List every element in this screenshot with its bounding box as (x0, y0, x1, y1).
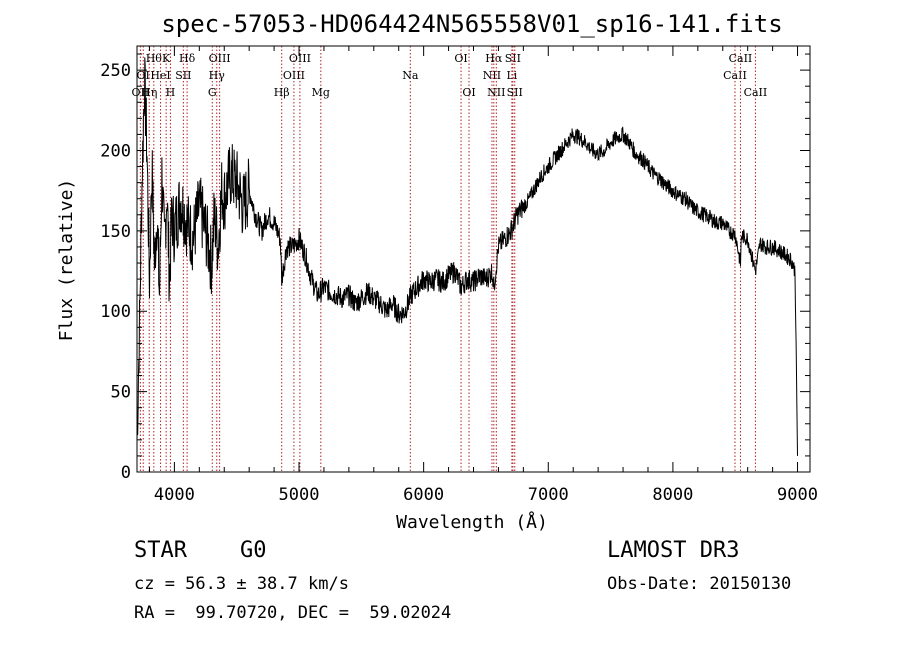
line-label: Hα (485, 52, 503, 65)
x-tick-label: 9000 (777, 485, 818, 505)
line-label: NII (487, 86, 505, 99)
y-tick-label: 0 (121, 463, 131, 483)
line-label: Li (506, 69, 517, 82)
survey-name: LAMOST DR3 (607, 538, 740, 563)
line-label: Hη (141, 86, 157, 99)
observation-date: Obs-Date: 20150130 (607, 574, 792, 594)
line-label: SII (505, 52, 521, 65)
coordinates: RA = 99.70720, DEC = 59.02024 (134, 603, 452, 623)
plot-frame (136, 45, 811, 473)
line-label: Mg (312, 86, 330, 99)
redshift-velocity: cz = 56.3 ± 38.7 km/s (134, 574, 349, 594)
x-axis-label: Wavelength (Å) (396, 511, 548, 533)
chart-title: spec-57053-HD064424N565558V01_sp16-141.f… (161, 10, 782, 38)
y-tick-label: 50 (111, 383, 131, 403)
line-label: OIII (289, 52, 311, 65)
y-tick-label: 250 (100, 61, 131, 81)
line-label: K (162, 52, 171, 65)
line-label: OI (137, 69, 150, 82)
x-tick-label: 4000 (154, 485, 195, 505)
x-tick-label: 6000 (403, 485, 444, 505)
line-label: SII (507, 86, 523, 99)
line-label: Hδ (179, 52, 196, 65)
line-label: SII (175, 69, 191, 82)
line-label: OI (454, 52, 467, 65)
line-label: Hβ (274, 86, 290, 99)
line-label: OIII (283, 69, 305, 82)
x-tick-label: 7000 (528, 485, 569, 505)
line-label: OIII (209, 52, 231, 65)
spectral-class: STAR G0 (134, 538, 267, 563)
line-label: NII (483, 69, 501, 82)
line-label: G (208, 86, 217, 99)
y-axis-label: Flux (relative) (56, 179, 77, 342)
line-label: Na (402, 69, 419, 82)
line-label: CaII (744, 86, 768, 99)
y-tick-label: 150 (100, 222, 131, 242)
line-label: OI (462, 86, 475, 99)
x-axis-ticks: 4000 5000 6000 7000 8000 9000 (148, 46, 818, 505)
x-tick-label: 8000 (652, 485, 693, 505)
plot-area: OIIOIHηHθHeIKHSIIHδGHγOIIIHβOIIIOIIIMgNa… (132, 46, 798, 472)
y-tick-label: 200 (100, 141, 131, 161)
x-tick-label: 5000 (279, 485, 320, 505)
line-label: Hγ (209, 69, 226, 82)
line-label: HeI (150, 69, 170, 82)
line-label: H (166, 86, 176, 99)
line-label: CaII (729, 52, 753, 65)
line-label: Hθ (146, 52, 163, 65)
spectrum-line (136, 57, 798, 456)
line-label: CaII (723, 69, 747, 82)
y-axis-ticks: 0 50 100 150 200 250 (100, 53, 810, 483)
y-tick-label: 100 (100, 302, 131, 322)
